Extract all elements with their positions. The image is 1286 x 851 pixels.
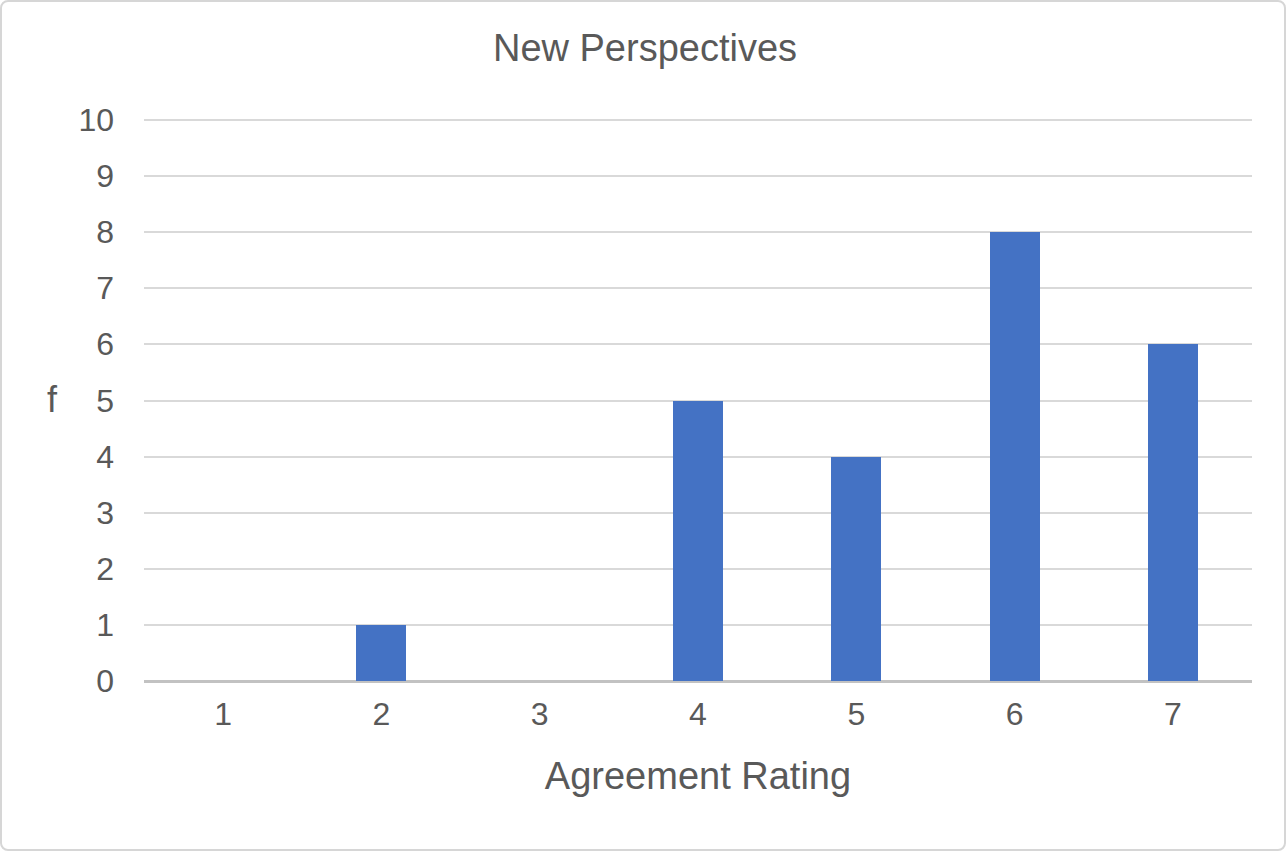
- y-tick-label: 10: [2, 101, 114, 139]
- x-tick-label: 4: [653, 695, 743, 733]
- bar-5: [831, 457, 881, 681]
- gridline: [144, 343, 1252, 345]
- gridline: [144, 231, 1252, 233]
- gridline: [144, 119, 1252, 121]
- x-tick-label: 5: [811, 695, 901, 733]
- chart-title: New Perspectives: [2, 26, 1286, 70]
- y-tick-label: 1: [2, 606, 114, 644]
- y-tick-label: 2: [2, 550, 114, 588]
- bar-2: [356, 625, 406, 681]
- plot-area: [144, 120, 1252, 681]
- y-tick-label: 0: [2, 662, 114, 700]
- x-tick-label: 1: [178, 695, 268, 733]
- y-tick-label: 7: [2, 269, 114, 307]
- x-tick-label: 7: [1128, 695, 1218, 733]
- y-tick-label: 9: [2, 157, 114, 195]
- y-tick-label: 3: [2, 494, 114, 532]
- bar-7: [1148, 344, 1198, 681]
- x-axis-title: Agreement Rating: [144, 754, 1252, 798]
- x-tick-label: 2: [336, 695, 426, 733]
- x-tick-label: 6: [970, 695, 1060, 733]
- y-tick-label: 5: [2, 382, 114, 420]
- gridline: [144, 287, 1252, 289]
- y-tick-label: 4: [2, 438, 114, 476]
- bar-4: [673, 401, 723, 682]
- chart-frame: New Perspectives f 012345678910 1234567 …: [0, 0, 1286, 851]
- bar-6: [990, 232, 1040, 681]
- y-tick-label: 6: [2, 325, 114, 363]
- gridline: [144, 175, 1252, 177]
- x-tick-label: 3: [495, 695, 585, 733]
- y-tick-label: 8: [2, 213, 114, 251]
